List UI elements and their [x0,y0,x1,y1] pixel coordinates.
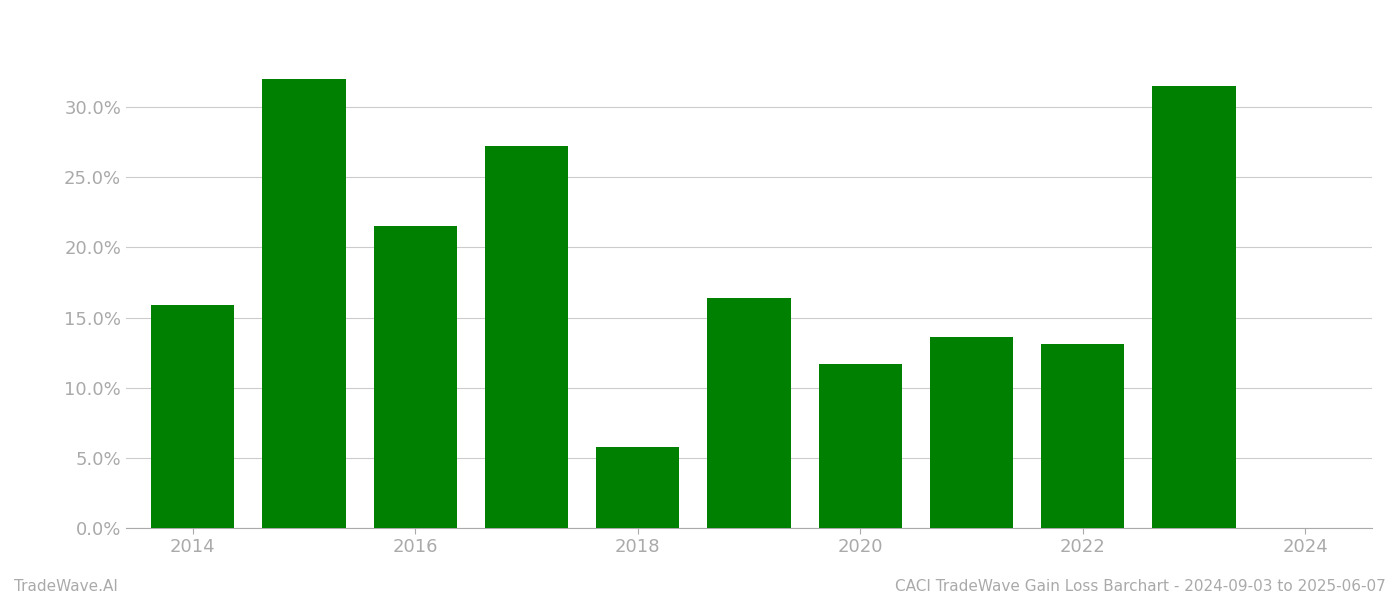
Text: CACI TradeWave Gain Loss Barchart - 2024-09-03 to 2025-06-07: CACI TradeWave Gain Loss Barchart - 2024… [895,579,1386,594]
Bar [596,446,679,528]
Bar [374,226,456,528]
Bar [819,364,902,528]
Bar [707,298,791,528]
Text: TradeWave.AI: TradeWave.AI [14,579,118,594]
Bar [484,146,568,528]
Bar [1042,344,1124,528]
Bar [1152,86,1236,528]
Bar [262,79,346,528]
Bar [930,337,1014,528]
Bar [151,305,234,528]
